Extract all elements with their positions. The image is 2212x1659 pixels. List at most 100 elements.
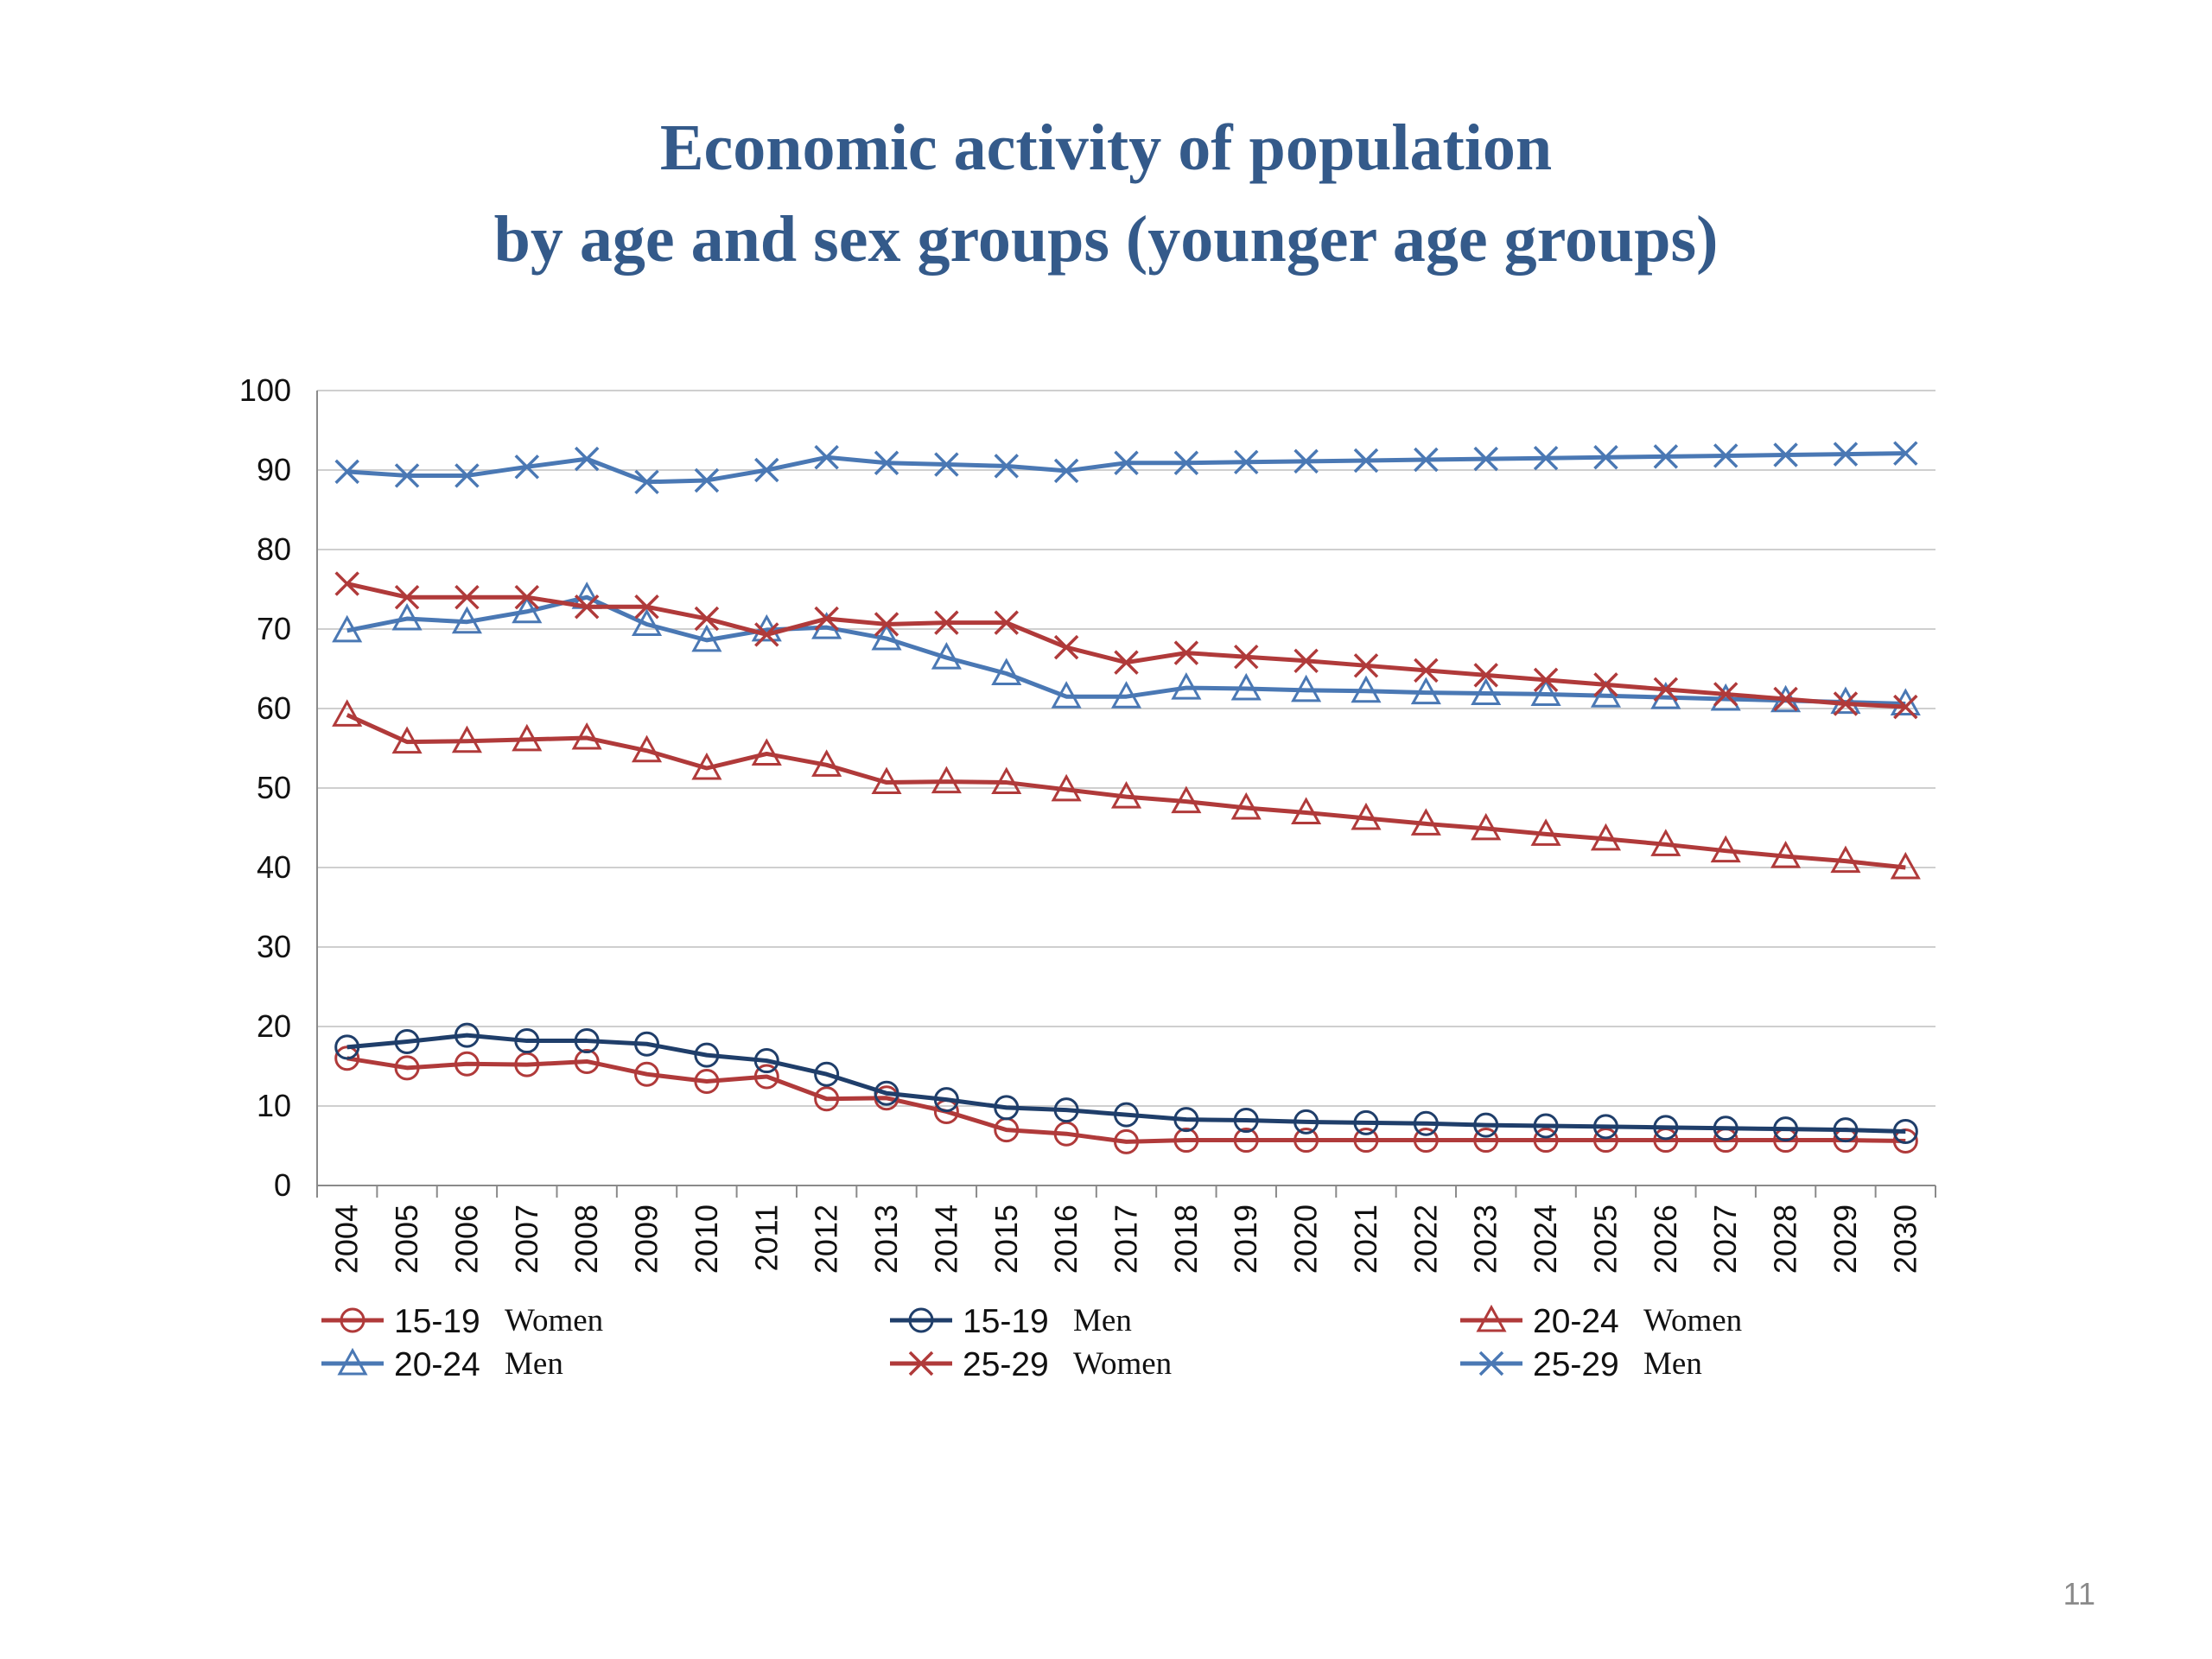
data-point-marker [994,610,1019,635]
data-point-marker [394,584,420,610]
data-point-marker [634,594,659,620]
data-point-marker [1590,680,1622,708]
x-tick-label: 2017 [1109,1205,1144,1274]
slide-title-line2: by age and sex groups (younger age group… [493,203,1719,276]
data-point-marker [1171,671,1202,700]
data-point-marker [1110,781,1142,809]
data-point-marker [1173,450,1199,475]
data-point-marker [874,612,899,637]
data-point-marker [1114,650,1139,675]
x-tick-label: 2007 [509,1205,544,1274]
data-point-marker [1710,683,1741,711]
data-point-marker [814,1086,840,1112]
data-point-marker [514,584,540,610]
data-point-marker [1890,851,1921,880]
x-tick-label: 2004 [329,1205,365,1274]
legend-label-sex: Men [1643,1346,1702,1382]
legend-swatch-marker [337,1347,368,1376]
data-point-marker [451,725,482,753]
data-point-marker [1650,829,1681,856]
data-point-marker [694,606,720,632]
data-point-marker [1414,447,1439,473]
data-point-marker [574,1028,600,1054]
legend-swatch-marker [1476,1304,1507,1332]
data-point-marker [753,1048,779,1074]
data-point-marker [1830,686,1861,715]
data-point-marker [1233,1108,1259,1134]
legend: 15-19 Women 15-19 Men 20-24 Women 20-24 Men 25-2… [321,1303,1742,1383]
data-point-marker [691,624,722,652]
data-point-marker [1233,1128,1259,1154]
legend-item: 20-24 Men [321,1346,563,1383]
data-point-marker [1353,1109,1379,1135]
y-tick-label: 20 [257,1008,291,1044]
data-point-marker [1533,667,1559,693]
x-tick-label: 2025 [1587,1205,1623,1274]
x-tick-label: 2016 [1048,1205,1084,1274]
data-point-marker [1053,1097,1079,1123]
data-point-marker [394,1055,420,1081]
y-tick-label: 90 [257,452,291,487]
data-point-marker [933,1087,959,1113]
data-point-marker [1114,1102,1139,1128]
data-point-marker [1234,644,1259,670]
data-point-marker [634,469,659,495]
data-point-marker [451,606,482,634]
data-point-marker [512,723,543,752]
data-point-marker [991,658,1022,686]
series-15-19-women [334,1046,1918,1154]
data-point-marker [871,622,902,651]
legend-label-sex: Men [1073,1303,1132,1338]
data-point-marker [1533,1128,1559,1154]
data-point-marker [454,1051,480,1077]
data-point-marker [1294,1109,1319,1135]
data-point-marker [694,1042,720,1068]
legend-item: 15-19 Women [321,1303,603,1340]
data-point-marker [1473,446,1498,472]
legend-label-age: 25-29 [1533,1346,1619,1383]
data-point-marker [454,463,480,488]
legend-label-age: 20-24 [394,1346,480,1383]
data-point-marker [931,642,962,670]
data-point-marker [871,766,902,795]
data-point-marker [1173,640,1199,665]
data-point-marker [1592,1114,1618,1140]
x-tick-label: 2006 [448,1205,484,1274]
data-point-marker [1590,823,1622,851]
data-point-marker [394,463,420,488]
data-point-marker [334,1034,360,1060]
legend-label-sex: Women [505,1303,603,1338]
data-point-marker [332,614,363,643]
x-tick-label: 2005 [389,1205,424,1274]
data-point-marker [1114,450,1139,475]
legend-label-sex: Women [1643,1303,1742,1338]
data-point-marker [1173,1128,1199,1154]
y-tick-label: 10 [257,1088,291,1123]
series-lines [332,441,1921,1154]
x-tick-label: 2009 [629,1205,664,1274]
legend-swatch-marker [1478,1351,1504,1376]
legend-label-age: 15-19 [394,1303,480,1340]
data-point-marker [1410,808,1441,836]
data-point-marker [1414,658,1439,683]
series-25-29-men [334,441,1918,495]
x-tick-label: 2021 [1348,1205,1383,1274]
data-point-marker [1533,445,1559,471]
data-point-marker [1773,442,1798,467]
data-point-marker [1291,674,1322,702]
x-tick-label: 2020 [1288,1205,1324,1274]
data-point-marker [994,1095,1020,1121]
data-point-marker [1473,663,1498,688]
data-point-marker [1173,1107,1199,1133]
data-point-marker [934,452,959,477]
series-15-19-men [334,1022,1918,1144]
legend-swatch-marker [908,1351,934,1376]
x-tick-label: 2015 [988,1205,1024,1274]
page-number: 11 [2063,1576,2095,1611]
data-point-marker [1593,672,1618,697]
legend-item: 25-29 Women [890,1346,1172,1383]
data-point-marker [1530,678,1561,706]
x-tick-label: 2026 [1648,1205,1683,1274]
